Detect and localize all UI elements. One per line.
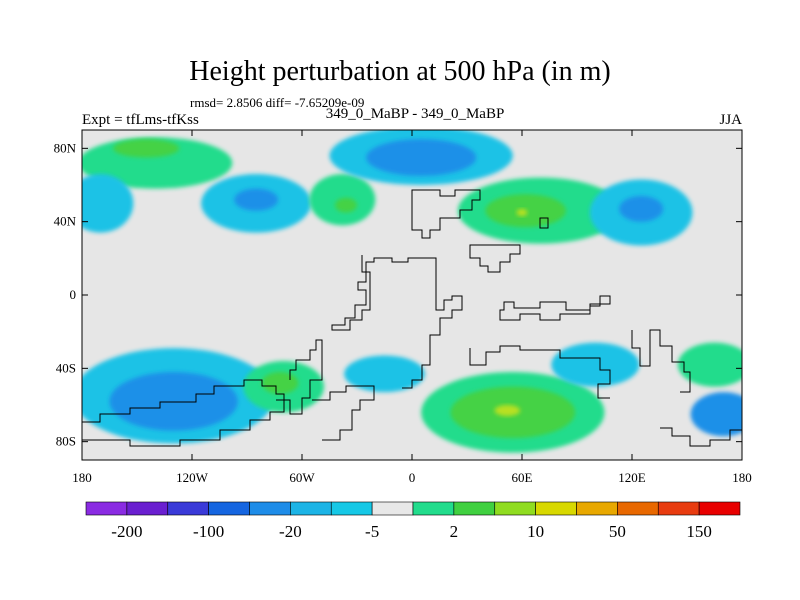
x-tick-label: 0 — [409, 470, 416, 485]
colorbar-swatch — [371, 501, 414, 516]
colorbar-swatch — [617, 501, 659, 516]
coastline-indonesia-australia — [469, 345, 611, 399]
y-tick-label: 40S — [56, 360, 76, 375]
run-comparison-label: 349_0_MaBP - 349_0_MaBP — [325, 106, 505, 122]
anomaly-greenland-core — [335, 197, 357, 213]
anomaly-south-pacific-core — [109, 372, 238, 431]
x-tick-label: 120E — [618, 470, 646, 485]
colorbar-label: 150 — [686, 522, 712, 541]
colorbar-swatch — [85, 501, 128, 516]
coastline-east-asia — [631, 329, 691, 393]
colorbar-label: -20 — [279, 522, 302, 541]
colorbar-label: -5 — [365, 522, 379, 541]
colorbar-swatch — [494, 501, 536, 516]
longitude-axis: 180 120W 60W 0 60E 120E 180 — [72, 130, 752, 485]
colorbar-swatch — [576, 501, 618, 516]
coastline-africa — [331, 255, 463, 389]
coastline-south-asia — [499, 295, 611, 321]
anomaly-north-atlantic-core — [113, 139, 180, 158]
y-tick-label: 40N — [54, 214, 77, 229]
colorbar: -200 -100 -20 -5 2 10 50 150 — [85, 501, 741, 541]
colorbar-swatch — [657, 501, 700, 516]
season-label: JJA — [719, 112, 742, 128]
x-tick-label: 180 — [732, 470, 752, 485]
colorbar-label: -200 — [111, 522, 142, 541]
colorbar-swatch — [208, 501, 250, 516]
experiment-label: Expt = tfLms-tfKss — [82, 112, 199, 128]
latitude-axis: 80N 40N 0 40S 80S — [54, 140, 742, 449]
coastline-north-europe — [411, 189, 481, 239]
anomaly-europe-max — [516, 208, 528, 217]
x-tick-label: 60W — [289, 470, 315, 485]
colorbar-label: 50 — [609, 522, 626, 541]
colorbar-swatch — [453, 501, 496, 516]
anomaly-pacific-negative-north — [82, 174, 134, 233]
coastline-central-asia — [469, 244, 521, 273]
y-tick-label: 80S — [56, 434, 76, 449]
x-tick-label: 60E — [512, 470, 533, 485]
coastline-antarctica-east — [660, 427, 742, 447]
anomaly-asia-core — [619, 196, 664, 222]
anomaly-australia-negative — [551, 342, 640, 387]
colorbar-label: 2 — [450, 522, 459, 541]
colorbar-swatch — [412, 501, 455, 516]
colorbar-swatch — [167, 501, 209, 516]
y-tick-label: 0 — [70, 287, 77, 302]
colorbar-swatch — [698, 501, 741, 516]
anomaly-south-pacific-positive — [677, 342, 742, 387]
y-tick-label: 80N — [54, 140, 77, 155]
anomaly-antarctic-pacific-negative — [690, 392, 742, 437]
coastline-antarctica-peninsula — [312, 385, 375, 441]
anomaly-north-america-core — [234, 188, 279, 211]
colorbar-swatch — [535, 501, 577, 516]
coastline-south-america — [276, 339, 323, 415]
anomaly-south-america-core — [261, 372, 299, 394]
colorbar-swatch — [126, 501, 169, 516]
colorbar-swatch — [330, 501, 373, 516]
colorbar-label: 10 — [527, 522, 544, 541]
colorbar-label: -100 — [193, 522, 224, 541]
x-tick-label: 180 — [72, 470, 92, 485]
plot-title: Height perturbation at 500 hPa (in m) — [189, 56, 611, 87]
coastlines — [82, 189, 742, 447]
colorbar-swatch — [249, 501, 291, 516]
anomaly-south-atlantic-negative — [344, 355, 425, 393]
anomaly-field — [82, 130, 742, 453]
anomaly-indian-ocean-max — [494, 405, 521, 416]
rmsd-diff-stats: rmsd= 2.8506 diff= -7.65209e-09 — [190, 95, 365, 110]
colorbar-swatch — [290, 501, 332, 516]
coastline-north-asia — [539, 217, 549, 229]
anomaly-arctic-core — [366, 139, 477, 176]
coastline-antarctica-west — [82, 379, 285, 447]
x-tick-label: 120W — [176, 470, 209, 485]
